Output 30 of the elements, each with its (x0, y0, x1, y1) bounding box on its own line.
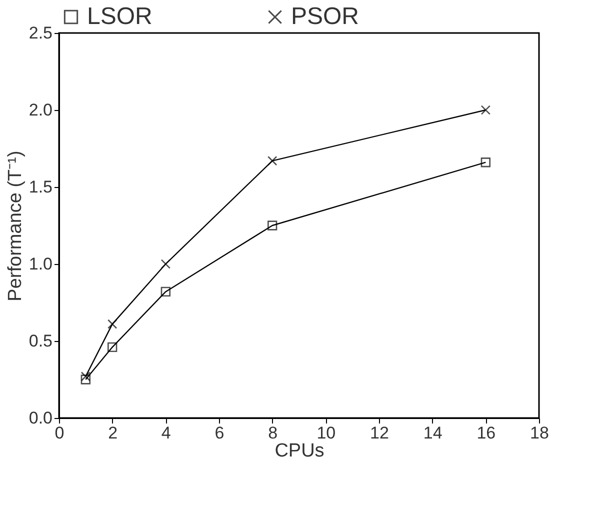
x-tick-label: 0 (54, 424, 64, 442)
point (160, 286, 170, 297)
legend-label: PSOR (291, 3, 360, 30)
y-tick-label: 2.0 (28, 100, 52, 120)
y-tick-label: 1.5 (28, 178, 52, 196)
point (160, 259, 170, 269)
x-tick-label: 18 (530, 424, 549, 442)
x-tick-label: 6 (214, 424, 224, 442)
x-tick-label: 14 (423, 424, 442, 442)
point (268, 220, 278, 230)
y-tick-label: 0.0 (28, 408, 52, 428)
x-tick-label: 2 (108, 424, 118, 442)
x-tick-label: 16 (476, 424, 496, 442)
point (480, 105, 490, 115)
point (108, 319, 118, 329)
legend-label: LSOR (87, 3, 152, 30)
point (480, 158, 490, 168)
y-tick-label: 2.5 (28, 24, 52, 42)
y-tick-label: 0.5 (28, 332, 52, 350)
x-axis-title: CPUs (274, 440, 324, 462)
x-tick-label: 12 (370, 424, 389, 442)
x-tick-label: 10 (316, 424, 336, 442)
point (108, 342, 118, 352)
point (268, 156, 278, 166)
y-tick-label: 1.0 (28, 254, 52, 274)
point (80, 372, 90, 382)
point (80, 374, 90, 384)
x-tick-label: 4 (161, 424, 171, 442)
x-tick-label: 8 (268, 424, 278, 442)
y-axis-title: Performance (T⁻¹) (4, 150, 26, 302)
